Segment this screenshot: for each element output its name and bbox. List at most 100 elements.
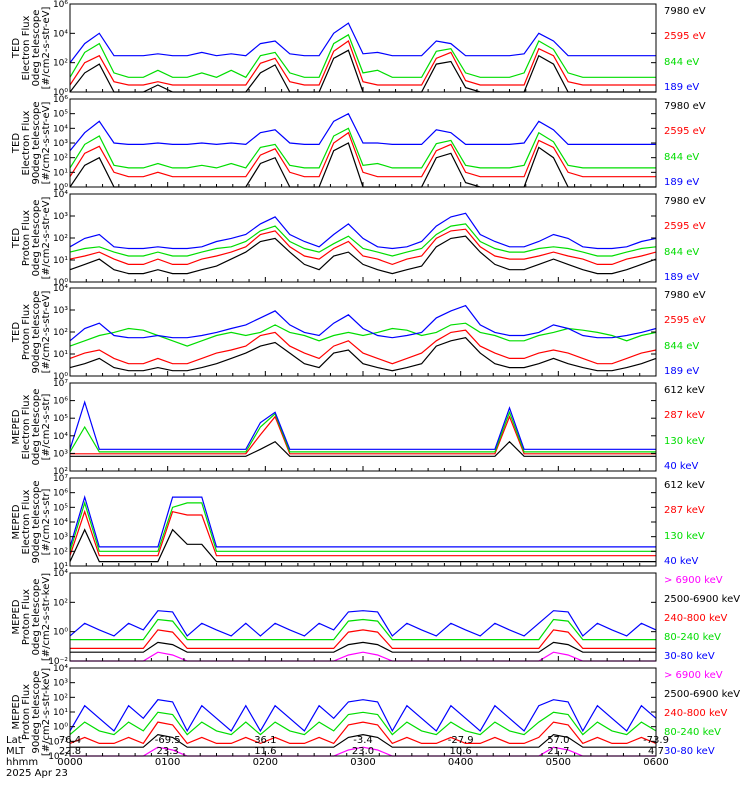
- panel-frame: [69, 3, 657, 93]
- series-line-8-3: [69, 721, 657, 745]
- y-tick-label: 10³: [53, 306, 68, 316]
- y-tick-label: 10⁶: [53, 0, 68, 10]
- legend-entry-2-3: 844 eV: [664, 151, 700, 163]
- footer-lat-value: 76.4: [58, 735, 82, 746]
- legend-entry-3-4: 189 eV: [664, 272, 700, 283]
- y-tick-label: 10²: [53, 234, 68, 244]
- series-line-8-2: [70, 733, 656, 748]
- panel-3: 10⁰ 10¹ 10² 10³ 10⁴: [53, 190, 657, 288]
- y-tick-label: 10⁴: [53, 518, 68, 528]
- legend-entry-7-1: > 6900 keV: [664, 575, 723, 586]
- y-tick-label: 10⁴: [53, 432, 68, 442]
- y-tick-label: 10²: [53, 693, 68, 703]
- panel-8: 10⁻² 10⁻¹ 10⁰ 10¹ 10² 10³ 10⁴: [48, 664, 657, 762]
- legend-entry-4-1: 7980 eV: [664, 290, 706, 301]
- legend-entry-4-3: 844 eV: [664, 340, 700, 352]
- y-tick-label: 10²: [53, 547, 68, 557]
- legend-entry-4-2: 2595 eV: [664, 315, 706, 327]
- footer-label-lat: Lat: [6, 735, 22, 746]
- footer-mlt-value: 21.7: [547, 746, 570, 757]
- series-line-3-4: [69, 212, 657, 250]
- legend-entry-7-3: 240-800 keV: [664, 613, 728, 624]
- y-tick-label: 10³: [53, 212, 68, 222]
- series-line-3-3: [69, 223, 657, 257]
- y-tick-label: 10⁶: [53, 397, 68, 407]
- series-line-4-2: [69, 329, 657, 365]
- legend-entry-5-2: 287 keV: [664, 410, 705, 422]
- footer-lat-value: -69.5: [154, 735, 181, 746]
- y-tick-label: 10¹: [53, 562, 68, 572]
- footer-mlt-value: 22.8: [58, 746, 82, 757]
- legend-entry-2-2: 2595 eV: [664, 126, 706, 138]
- series-line-6-3: [69, 500, 656, 552]
- y-tick-label: 10³: [53, 139, 68, 149]
- y-tick-label: 10⁰: [53, 628, 68, 638]
- panel-2: 10⁰ 10¹ 10² 10³ 10⁴ 10⁵ 10⁶: [53, 95, 657, 193]
- legend-entry-3-2: 2595 eV: [664, 221, 706, 233]
- series-line-1-1: [69, 49, 656, 93]
- legend-entry-7-2: 2500-6900 keV: [664, 594, 741, 605]
- legend-entry-8-4: 80-240 keV: [664, 727, 722, 738]
- series-line-1-3: [69, 33, 656, 79]
- legend-entry-2-1: 7980 eV: [664, 101, 706, 112]
- footer-hhmm-value: 0000: [57, 757, 83, 768]
- legend-entry-1-4: 189 eV: [664, 82, 700, 93]
- legend-entry-5-4: 40 keV: [664, 461, 699, 472]
- y-tick-label: 10⁵: [53, 503, 68, 513]
- y-tick-label: 10⁴: [53, 190, 68, 200]
- series-line-3-2: [69, 228, 657, 266]
- legend-entry-6-1: 612 keV: [664, 480, 705, 491]
- series-line-5-3: [69, 410, 656, 453]
- panel-6: 10¹ 10² 10³ 10⁴ 10⁵ 10⁶ 10⁷: [53, 474, 657, 572]
- legend-entry-6-2: 287 keV: [664, 505, 705, 517]
- legend-entry-4-4: 189 eV: [664, 366, 700, 377]
- footer-hhmm-value: 0200: [252, 757, 279, 768]
- y-tick-label: 10¹: [53, 708, 68, 718]
- y-tick-label: 10²: [53, 59, 68, 69]
- series-line-7-2: [70, 641, 656, 653]
- series-line-8-1: [70, 746, 656, 757]
- y-tick-label: 10⁻²: [48, 657, 68, 667]
- y-tick-label: 10⁶: [53, 95, 68, 105]
- legend-entry-5-1: 612 keV: [664, 385, 705, 396]
- footer-mlt-value: 23.3: [156, 746, 179, 757]
- footer-label-hhmm: hhmm: [6, 757, 39, 768]
- y-axis-label-line: [#/cm2-s-str-keV]: [41, 667, 52, 757]
- series-line-2-3: [69, 127, 656, 169]
- y-tick-label: 10³: [53, 533, 68, 543]
- legend-entry-7-4: 80-240 keV: [664, 632, 722, 643]
- y-tick-label: 10⁴: [53, 284, 68, 294]
- y-tick-label: 10⁰: [53, 278, 68, 288]
- legend-entry-3-3: 844 eV: [664, 246, 700, 258]
- y-tick-label: 10²: [53, 467, 68, 477]
- footer-mlt-value: 4.7: [648, 746, 664, 757]
- legend-entry-1-2: 2595 eV: [664, 31, 706, 43]
- footer-hhmm-value: 0400: [447, 757, 474, 768]
- y-tick-label: 10⁷: [53, 379, 68, 389]
- legend-entry-8-2: 2500-6900 keV: [664, 689, 741, 700]
- y-tick-label: 10²: [53, 328, 68, 338]
- series-line-8-5: [69, 699, 657, 733]
- footer-lat-value: 57.0: [547, 735, 570, 746]
- panel-4: 10⁰ 10¹ 10² 10³ 10⁴: [53, 284, 657, 382]
- series-line-2-4: [69, 112, 656, 152]
- y-tick-label: 10⁵: [53, 110, 68, 120]
- y-tick-label: 10³: [53, 449, 68, 459]
- y-tick-label: 10⁴: [53, 569, 68, 579]
- footer-mlt-value: 10.6: [449, 746, 472, 757]
- y-tick-label: 10⁰: [53, 88, 68, 98]
- y-tick-label: 10⁻¹: [48, 737, 68, 747]
- footer-lat-value: -73.9: [643, 735, 669, 746]
- y-tick-label: 10⁵: [53, 414, 68, 424]
- y-tick-label: 10⁰: [53, 183, 68, 193]
- series-line-7-5: [69, 610, 657, 637]
- series-line-4-4: [69, 304, 657, 342]
- y-tick-label: 10⁰: [53, 723, 68, 733]
- legend-entry-6-4: 40 keV: [664, 556, 699, 567]
- legend-entry-8-1: > 6900 keV: [664, 670, 723, 681]
- panel-7: 10⁻² 10⁰ 10² 10⁴: [48, 569, 657, 667]
- series-line-5-1: [70, 440, 656, 457]
- series-line-4-1: [69, 337, 657, 372]
- series-line-3-1: [69, 235, 657, 275]
- footer-hhmm-value: 0300: [350, 757, 376, 768]
